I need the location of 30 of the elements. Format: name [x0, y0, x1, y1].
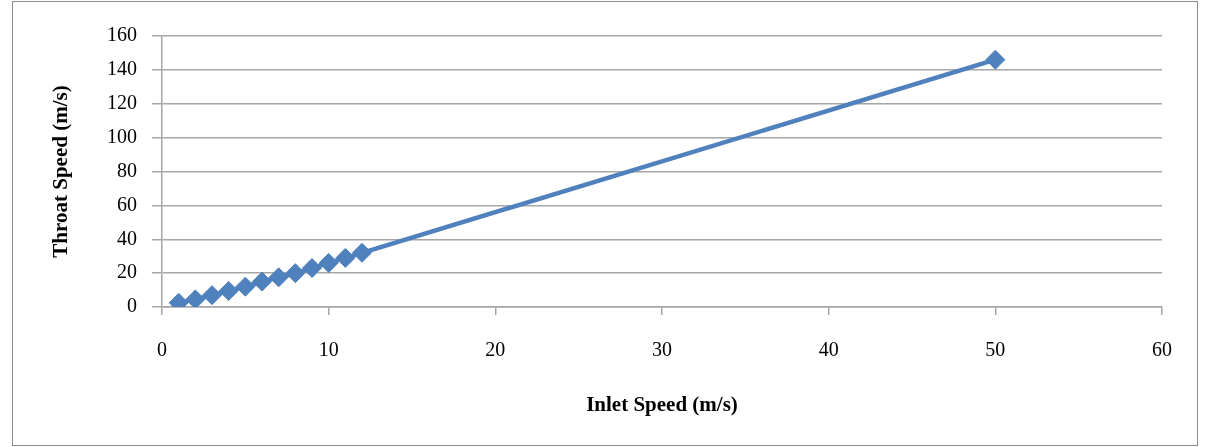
y-tick-label: 20 [117, 260, 137, 283]
y-tick-label: 0 [127, 294, 137, 317]
x-tick-label: 60 [1152, 338, 1172, 361]
y-tick-label: 140 [107, 57, 137, 80]
y-tick-label: 120 [107, 91, 137, 113]
y-tick-label: 160 [107, 23, 137, 46]
x-tick-label: 30 [652, 338, 672, 361]
point [335, 247, 356, 268]
point [985, 49, 1006, 70]
point [352, 242, 372, 263]
x-tick-label: 20 [485, 338, 506, 361]
x-axis-title: Inlet Speed (m/s) [586, 391, 738, 416]
point [268, 267, 289, 288]
point [185, 289, 206, 307]
y-tick-label: 80 [117, 158, 137, 181]
point [235, 276, 256, 297]
point [218, 280, 239, 301]
x-tick-label: 50 [985, 338, 1006, 361]
y-tick-label: 40 [117, 226, 137, 249]
y-axis-title: Throat Speed (m/s) [48, 85, 73, 258]
y-tick-label: 60 [117, 192, 137, 215]
point [285, 263, 306, 284]
x-tick-label: 10 [318, 338, 339, 361]
point [202, 285, 222, 306]
x-tick-label: 40 [818, 338, 839, 361]
point [252, 271, 272, 292]
point [318, 252, 339, 273]
y-tick-label: 100 [107, 124, 137, 147]
point [302, 258, 322, 279]
x-tick-label: 0 [157, 338, 167, 361]
